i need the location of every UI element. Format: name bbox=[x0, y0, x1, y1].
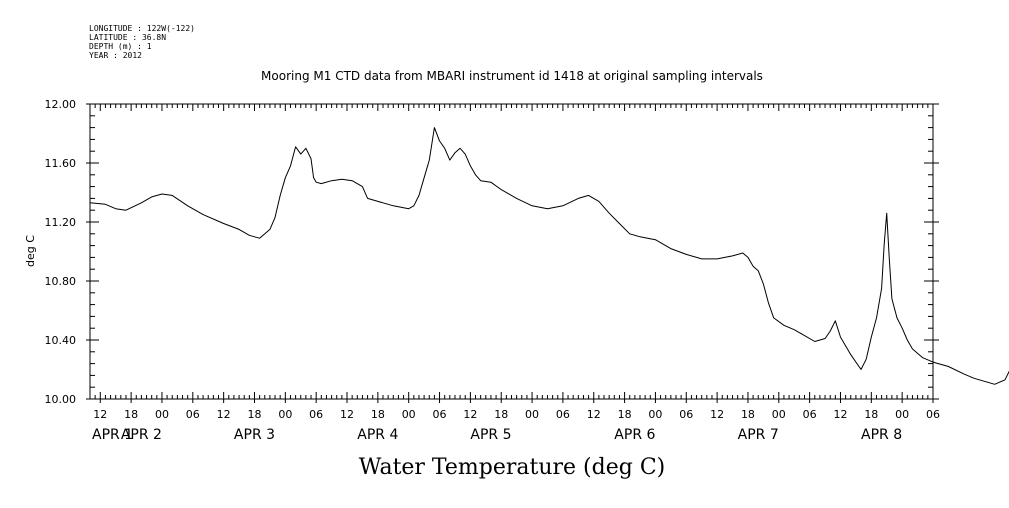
y-tick-label: 10.40 bbox=[45, 334, 77, 347]
latitude-label: LATITUDE : 36.8N bbox=[89, 33, 166, 42]
x-axis: 12 18 00 06 12 18 00 06 12 18 00 06 12 18 00 06 12 18 00 06… bbox=[89, 104, 940, 443]
x-axis-label: Water Temperature (deg C) bbox=[359, 455, 666, 480]
y-tick-label: 11.20 bbox=[45, 216, 77, 229]
longitude-label: LONGITUDE : 122W(-122) bbox=[89, 24, 195, 33]
x-day-label: APR 4 bbox=[357, 427, 398, 443]
temperature-series-line bbox=[89, 127, 1009, 385]
x-day-label: APR 6 bbox=[614, 427, 655, 443]
x-day-label: APR 1 bbox=[92, 427, 133, 443]
y-tick-label: 12.00 bbox=[45, 98, 77, 111]
x-hour-label: 18 bbox=[618, 408, 632, 421]
x-hour-label: 18 bbox=[124, 408, 138, 421]
chart-title: Mooring M1 CTD data from MBARI instrumen… bbox=[261, 69, 763, 83]
y-axis-label: deg C bbox=[24, 235, 37, 267]
x-hour-label: 18 bbox=[371, 408, 385, 421]
x-hour-label: 12 bbox=[710, 408, 724, 421]
x-hour-label: 00 bbox=[772, 408, 786, 421]
x-hour-label: 06 bbox=[803, 408, 817, 421]
x-hour-label: 12 bbox=[217, 408, 231, 421]
x-hour-label: 00 bbox=[402, 408, 416, 421]
x-hour-label: 00 bbox=[155, 408, 169, 421]
x-hour-label: 18 bbox=[494, 408, 508, 421]
x-hour-label: 06 bbox=[186, 408, 200, 421]
x-hour-label: 06 bbox=[309, 408, 323, 421]
plot-frame bbox=[89, 103, 934, 400]
y-axis: 10.00 10.40 10.80 11.20 11.60 12.00 bbox=[45, 98, 939, 406]
x-hour-label: 12 bbox=[463, 408, 477, 421]
x-hour-label: 06 bbox=[926, 408, 940, 421]
x-hour-label: 12 bbox=[93, 408, 107, 421]
year-label: YEAR : 2012 bbox=[89, 51, 142, 60]
y-tick-label: 10.00 bbox=[45, 393, 77, 406]
x-day-label: APR 3 bbox=[234, 427, 275, 443]
x-hour-label: 18 bbox=[741, 408, 755, 421]
x-hour-label: 00 bbox=[895, 408, 909, 421]
x-hour-label: 00 bbox=[278, 408, 292, 421]
y-tick-label: 10.80 bbox=[45, 275, 77, 288]
series-layer bbox=[89, 127, 1009, 385]
x-hour-label: 12 bbox=[587, 408, 601, 421]
x-day-label: APR 7 bbox=[738, 427, 779, 443]
x-hour-label: 06 bbox=[433, 408, 447, 421]
x-hour-label: 12 bbox=[340, 408, 354, 421]
x-day-label: APR 8 bbox=[861, 427, 902, 443]
x-hour-label: 06 bbox=[679, 408, 693, 421]
x-hour-label: 12 bbox=[833, 408, 847, 421]
x-day-label: APR 5 bbox=[470, 427, 511, 443]
depth-label: DEPTH (m) : 1 bbox=[89, 42, 152, 51]
x-hour-label: 00 bbox=[525, 408, 539, 421]
x-hour-label: 18 bbox=[864, 408, 878, 421]
x-hour-label: 18 bbox=[247, 408, 261, 421]
x-hour-label: 00 bbox=[648, 408, 662, 421]
y-tick-label: 11.60 bbox=[45, 157, 77, 170]
x-hour-label: 06 bbox=[556, 408, 570, 421]
x-day-label: APR 2 bbox=[121, 427, 162, 443]
